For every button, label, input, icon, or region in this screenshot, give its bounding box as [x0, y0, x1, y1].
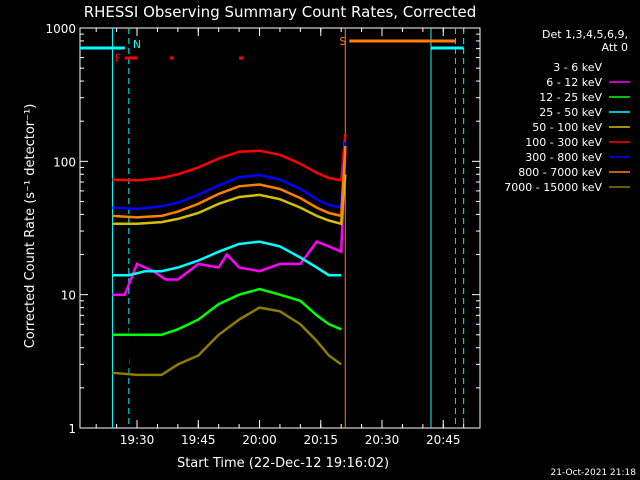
plot-frame	[79, 27, 481, 429]
legend-header-2: Att 0	[602, 41, 628, 54]
flag-label: S	[339, 35, 346, 48]
series-line-50-100	[112, 174, 347, 226]
series-line-300-800	[112, 141, 347, 211]
legend-label: 25 - 50 keV	[539, 106, 602, 119]
marker-lines: N	[112, 28, 465, 428]
legend-label: 7000 - 15000 keV	[504, 181, 602, 194]
x-tick-label: 19:45	[181, 433, 216, 447]
series-line-100-300	[112, 133, 347, 182]
y-tick-label: 100	[53, 155, 76, 169]
legend-label: 50 - 100 keV	[532, 121, 602, 134]
x-tick-label: 20:15	[303, 433, 338, 447]
series-lines	[112, 133, 347, 406]
x-tick-label: 20:30	[365, 433, 400, 447]
legend-label: 300 - 800 keV	[525, 151, 602, 164]
series-line-3-6	[116, 161, 347, 406]
y-tick-label: 1000	[45, 22, 76, 36]
series-line-800-7000	[112, 146, 347, 219]
marker-label: N	[133, 38, 141, 51]
plot-axes: 19:30 19:45 20:00 20:15 20:30 20:45 1 10 100 1000	[45, 22, 481, 447]
x-tick-label: 19:30	[120, 433, 155, 447]
series-line-6-12	[112, 150, 347, 296]
legend-label: 800 - 7000 keV	[518, 166, 602, 179]
flag-bars: FS	[79, 35, 464, 65]
legend: Det 1,3,4,5,6,9, Att 0 3 - 6 keV 6 - 12 k…	[504, 28, 630, 194]
x-axis-title: Start Time (22-Dec-12 19:16:02)	[177, 456, 389, 471]
x-tick-label: 20:00	[242, 433, 277, 447]
flag-label: F	[115, 52, 121, 65]
legend-label: 12 - 25 keV	[539, 91, 602, 104]
legend-label: 3 - 6 keV	[553, 61, 602, 74]
footer-timestamp: 21-Oct-2021 21:18	[551, 468, 637, 478]
y-tick-label: 1	[68, 422, 76, 436]
series-line-7000-15000	[112, 306, 342, 377]
chart-title: RHESSI Observing Summary Count Rates, Co…	[84, 3, 477, 21]
legend-label: 100 - 300 keV	[525, 136, 602, 149]
legend-header-1: Det 1,3,4,5,6,9,	[542, 28, 628, 41]
y-axis-title: Corrected Count Rate (s⁻¹ detector⁻¹)	[23, 104, 38, 349]
legend-label: 6 - 12 keV	[546, 76, 602, 89]
series-line-12-25	[112, 287, 342, 337]
y-tick-label: 10	[61, 289, 76, 303]
x-tick-label: 20:45	[426, 433, 461, 447]
series-line-25-50	[112, 240, 342, 277]
